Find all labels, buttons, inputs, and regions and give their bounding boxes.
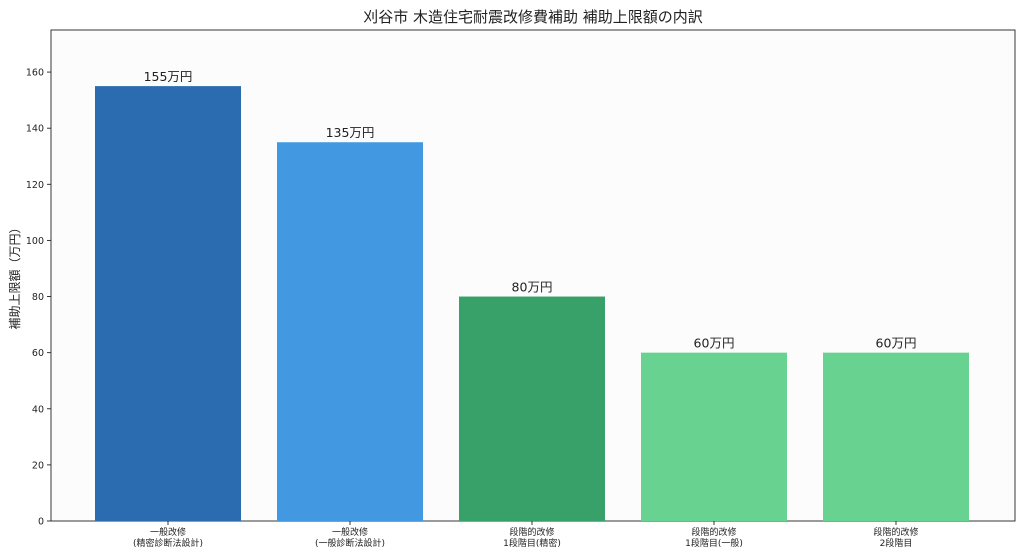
x-tick-label: 段階的改修 xyxy=(873,526,918,538)
data-labels-group: 155万円 135万円 80万円 60万円 60万円 xyxy=(144,69,917,351)
x-tick-label: 1段階目(精密) xyxy=(503,537,561,549)
y-tick-label: 40 xyxy=(32,404,44,415)
y-tick-label: 160 xyxy=(26,68,44,79)
x-tick-label: 段階的改修 xyxy=(509,526,554,538)
data-label: 155万円 xyxy=(144,69,193,84)
x-tick-label: 段階的改修 xyxy=(691,526,736,538)
bar xyxy=(641,352,787,521)
x-tick-label: (一般診断法設計) xyxy=(315,537,385,549)
bar xyxy=(823,352,969,521)
data-label: 135万円 xyxy=(326,125,375,140)
x-tick-label: (精密診断法設計) xyxy=(133,537,203,549)
bar xyxy=(459,296,605,521)
bars-group xyxy=(95,86,969,521)
y-tick-label: 100 xyxy=(26,236,44,247)
bar xyxy=(95,86,241,521)
y-axis-ticks: 0 20 40 60 80 100 120 140 160 xyxy=(26,68,51,528)
x-tick-label: 1段階目(一般) xyxy=(685,537,743,549)
y-tick-label: 0 xyxy=(38,517,44,528)
y-tick-label: 120 xyxy=(26,180,44,191)
y-tick-label: 60 xyxy=(32,348,44,359)
y-tick-label: 140 xyxy=(26,124,44,135)
x-tick-label: 2段階目 xyxy=(880,537,913,549)
bar xyxy=(277,142,423,521)
y-tick-label: 80 xyxy=(32,292,44,303)
x-axis-ticks: 一般改修(精密診断法設計)一般改修(一般診断法設計)段階的改修1段階目(精密)段… xyxy=(133,521,919,549)
y-axis-label: 補助上限額（万円） xyxy=(8,221,22,329)
data-label: 60万円 xyxy=(694,336,735,351)
data-label: 60万円 xyxy=(876,336,917,351)
y-tick-label: 20 xyxy=(32,460,44,471)
x-tick-label: 一般改修 xyxy=(150,526,186,538)
chart-title: 刈谷市 木造住宅耐震改修費補助 補助上限額の内訳 xyxy=(363,8,703,26)
data-label: 80万円 xyxy=(512,280,553,295)
x-tick-label: 一般改修 xyxy=(332,526,368,538)
